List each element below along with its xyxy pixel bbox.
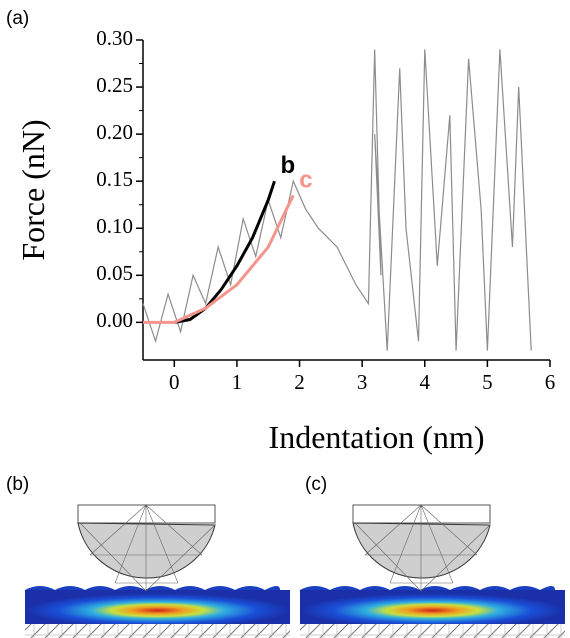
series-label: c [299, 166, 312, 193]
panel-label: (a) [6, 8, 29, 29]
y-tick-label: 0.10 [96, 214, 133, 238]
x-tick-label: 1 [232, 370, 243, 394]
x-tick-label: 5 [482, 370, 493, 394]
x-axis-title: Indentation (nm) [269, 419, 485, 455]
panel-label: (b) [6, 474, 29, 495]
y-tick-label: 0.15 [96, 167, 133, 191]
x-tick-label: 2 [294, 370, 305, 394]
plot: 0.00 0.05 0.10 0.15 0.20 0.25 0.30 0 1 2 3 4 5 6 Inden… [15, 26, 555, 455]
y-tick-label: 0.05 [96, 261, 133, 285]
y-tick-label: 0.25 [96, 73, 133, 97]
panel-label: (c) [305, 474, 327, 495]
x-tick-label: 0 [169, 370, 180, 394]
y-tick-label: 0.30 [96, 26, 133, 50]
y-axis-title: Force (nN) [15, 119, 51, 260]
fem-panel [24, 504, 291, 638]
series-label: b [280, 152, 295, 179]
data-line [143, 194, 295, 324]
x-tick-label: 4 [420, 370, 431, 394]
fem-panel [299, 504, 566, 638]
data-line [142, 49, 532, 351]
y-tick-label: 0.00 [96, 308, 133, 332]
x-tick-label: 3 [357, 370, 368, 394]
x-tick-label: 6 [545, 370, 556, 394]
data-line [174, 180, 276, 324]
y-tick-label: 0.20 [96, 120, 133, 144]
